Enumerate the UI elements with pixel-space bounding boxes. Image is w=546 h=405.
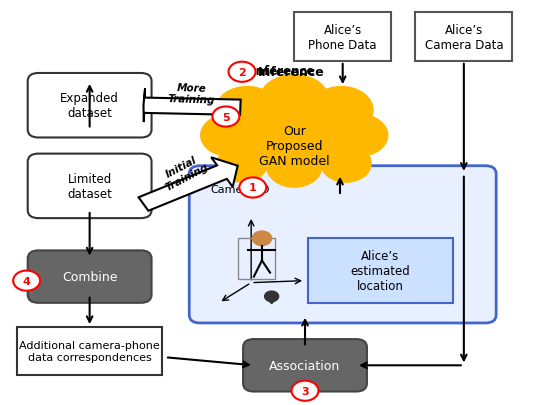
Text: Alice’s
Camera Data: Alice’s Camera Data (425, 23, 503, 51)
Text: Inference: Inference (258, 66, 325, 79)
Text: Association: Association (269, 359, 341, 372)
Circle shape (216, 87, 279, 135)
FancyBboxPatch shape (28, 251, 152, 303)
Text: Limited
dataset: Limited dataset (67, 173, 112, 200)
Circle shape (259, 75, 329, 128)
Circle shape (229, 62, 256, 83)
Circle shape (266, 147, 322, 188)
FancyBboxPatch shape (17, 327, 162, 375)
Text: 3: 3 (301, 386, 309, 396)
Circle shape (252, 232, 271, 246)
Circle shape (310, 87, 373, 135)
FancyBboxPatch shape (294, 13, 391, 62)
Text: 1: 1 (249, 183, 257, 193)
Text: Initial
Training: Initial Training (158, 152, 210, 193)
Circle shape (292, 381, 318, 401)
FancyBboxPatch shape (28, 74, 152, 138)
Text: Camera3D: Camera3D (211, 184, 270, 194)
Circle shape (333, 115, 388, 156)
Polygon shape (265, 296, 278, 304)
Text: Alice’s
estimated
location: Alice’s estimated location (351, 249, 410, 292)
FancyBboxPatch shape (189, 166, 496, 323)
FancyArrow shape (139, 158, 238, 211)
FancyBboxPatch shape (243, 339, 367, 392)
Text: ②: ② (229, 65, 243, 78)
Circle shape (217, 145, 268, 183)
FancyBboxPatch shape (28, 154, 152, 219)
Text: Expanded
dataset: Expanded dataset (60, 92, 119, 120)
FancyBboxPatch shape (416, 13, 512, 62)
Text: 5: 5 (222, 112, 230, 122)
Circle shape (201, 115, 256, 156)
FancyBboxPatch shape (308, 239, 453, 303)
Circle shape (321, 145, 371, 183)
Text: Alice’s
Phone Data: Alice’s Phone Data (308, 23, 377, 51)
Text: 2: 2 (238, 68, 246, 78)
Circle shape (265, 291, 278, 302)
Text: 4: 4 (23, 276, 31, 286)
Text: More
Training: More Training (168, 82, 216, 105)
Text: Our
Proposed
GAN model: Our Proposed GAN model (259, 125, 330, 168)
Circle shape (13, 271, 40, 291)
Circle shape (239, 178, 266, 198)
Circle shape (248, 108, 340, 177)
FancyArrow shape (144, 89, 241, 123)
Text: Inference: Inference (243, 65, 314, 78)
Text: Additional camera-phone
data correspondences: Additional camera-phone data corresponde… (19, 341, 160, 362)
Text: Combine: Combine (62, 271, 117, 284)
Circle shape (212, 107, 239, 127)
